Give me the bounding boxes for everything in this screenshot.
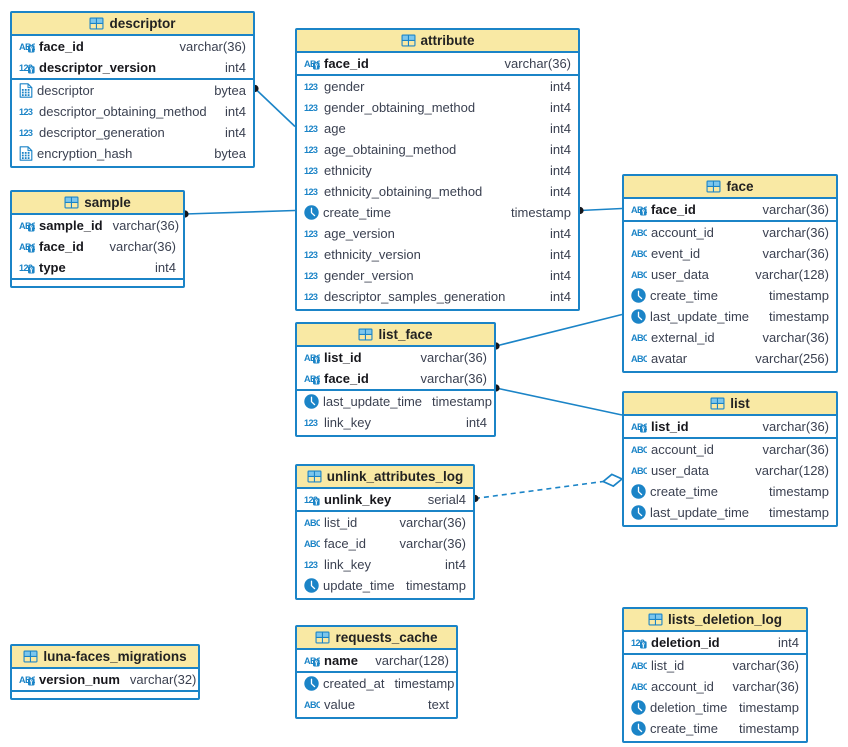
- svg-text:123: 123: [304, 292, 318, 302]
- svg-text:123: 123: [304, 124, 318, 134]
- svg-text:123: 123: [304, 187, 318, 197]
- svg-text:ABC: ABC: [631, 228, 647, 238]
- svg-text:123: 123: [304, 145, 318, 155]
- svg-text:123: 123: [304, 103, 318, 113]
- svg-text:123: 123: [304, 560, 318, 570]
- svg-text:ABC: ABC: [631, 270, 647, 280]
- svg-text:123: 123: [19, 128, 33, 138]
- svg-text:123: 123: [304, 166, 318, 176]
- svg-text:ABC: ABC: [631, 354, 647, 364]
- svg-text:ABC: ABC: [304, 700, 320, 710]
- svg-text:123: 123: [304, 271, 318, 281]
- svg-text:ABC: ABC: [631, 445, 647, 455]
- svg-text:123: 123: [304, 418, 318, 428]
- svg-text:ABC: ABC: [631, 682, 647, 692]
- svg-text:ABC: ABC: [631, 333, 647, 343]
- svg-text:ABC: ABC: [631, 249, 647, 259]
- svg-text:ABC: ABC: [631, 466, 647, 476]
- svg-text:123: 123: [304, 82, 318, 92]
- svg-text:ABC: ABC: [304, 539, 320, 549]
- svg-text:ABC: ABC: [631, 661, 647, 671]
- svg-text:123: 123: [304, 229, 318, 239]
- svg-text:123: 123: [19, 107, 33, 117]
- svg-text:123: 123: [304, 250, 318, 260]
- svg-text:ABC: ABC: [304, 518, 320, 528]
